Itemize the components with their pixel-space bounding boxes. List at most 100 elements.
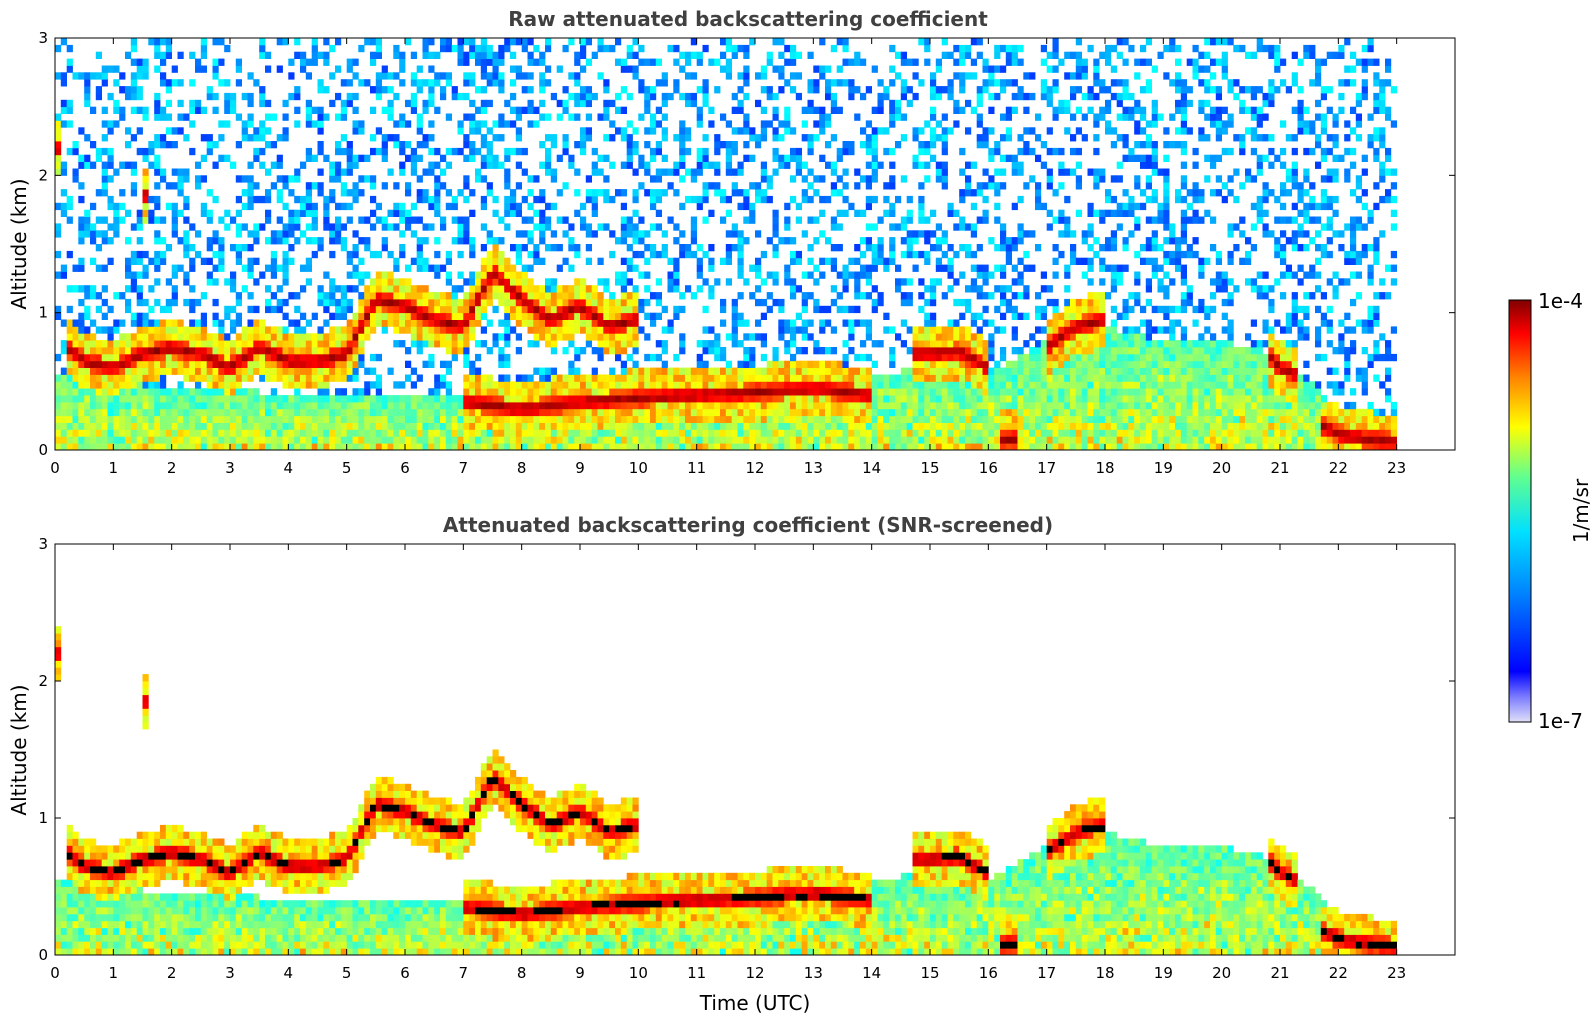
heatmap-cell xyxy=(212,237,219,245)
heatmap-cell xyxy=(440,305,447,314)
heatmap-cell xyxy=(836,415,843,423)
heatmap-cell xyxy=(381,134,388,142)
heatmap-cell xyxy=(562,230,569,238)
heatmap-cell xyxy=(550,422,557,430)
heatmap-cell xyxy=(871,374,878,382)
heatmap-cell xyxy=(655,312,662,320)
heatmap-cell xyxy=(189,99,196,108)
heatmap-cell xyxy=(521,381,528,389)
heatmap-cell xyxy=(130,443,137,451)
heatmap-cell xyxy=(265,113,272,121)
heatmap-cell xyxy=(259,223,266,231)
heatmap-cell xyxy=(463,92,470,101)
heatmap-cell xyxy=(714,58,721,66)
heatmap-cell xyxy=(667,326,674,334)
heatmap-cell xyxy=(480,443,487,451)
heatmap-cell xyxy=(941,326,948,334)
heatmap-cell xyxy=(679,92,686,101)
heatmap-cell xyxy=(580,285,587,293)
heatmap-cell xyxy=(329,99,336,108)
heatmap-cell xyxy=(78,381,85,389)
heatmap-cell xyxy=(865,141,872,149)
heatmap-cell xyxy=(860,415,867,423)
heatmap-cell xyxy=(661,422,668,430)
heatmap-cell xyxy=(434,436,441,444)
heatmap-cell xyxy=(580,429,587,437)
heatmap-cell xyxy=(889,429,896,437)
heatmap-cell xyxy=(661,134,668,142)
heatmap-cell xyxy=(253,408,260,417)
heatmap-cell xyxy=(620,292,627,300)
heatmap-cell xyxy=(615,436,622,444)
heatmap-cell xyxy=(737,86,744,94)
heatmap-cell xyxy=(737,312,744,320)
heatmap-cell xyxy=(521,195,528,204)
heatmap-cell xyxy=(422,264,429,272)
heatmap-cell xyxy=(935,168,942,176)
heatmap-cell xyxy=(177,326,184,334)
heatmap-cell xyxy=(399,285,406,293)
heatmap-cell xyxy=(206,347,213,355)
heatmap-cell xyxy=(265,285,272,293)
heatmap-cell xyxy=(626,381,633,389)
heatmap-cell xyxy=(375,319,382,327)
heatmap-cell xyxy=(445,72,452,80)
heatmap-cell xyxy=(422,38,429,46)
heatmap-cell xyxy=(480,271,487,279)
heatmap-cell xyxy=(130,374,137,382)
heatmap-cell xyxy=(900,401,907,410)
heatmap-cell xyxy=(428,38,435,46)
heatmap-cell xyxy=(731,333,738,341)
heatmap-cell xyxy=(545,44,552,53)
heatmap-cell xyxy=(300,443,307,451)
heatmap-cell xyxy=(189,264,196,272)
heatmap-cell xyxy=(95,72,102,80)
heatmap-cell xyxy=(504,271,511,279)
heatmap-cell xyxy=(101,285,108,293)
heatmap-cell xyxy=(609,120,616,128)
heatmap-cell xyxy=(457,216,464,224)
heatmap-cell xyxy=(265,436,272,444)
heatmap-cell xyxy=(358,333,365,341)
heatmap-cell xyxy=(340,360,347,368)
heatmap-cell xyxy=(585,305,592,314)
heatmap-cell xyxy=(294,175,301,183)
heatmap-cell xyxy=(924,422,931,430)
heatmap-cell xyxy=(626,395,633,403)
heatmap-cell xyxy=(737,106,744,114)
heatmap-cell xyxy=(335,415,342,423)
heatmap-cell xyxy=(370,195,377,204)
heatmap-cell xyxy=(696,244,703,252)
heatmap-cell xyxy=(160,305,167,314)
heatmap-cell xyxy=(165,79,172,87)
heatmap-cell xyxy=(527,422,534,430)
heatmap-cell xyxy=(142,353,149,362)
heatmap-cell xyxy=(585,99,592,108)
heatmap-cell xyxy=(819,230,826,238)
heatmap-cell xyxy=(451,195,458,204)
heatmap-cell xyxy=(445,367,452,375)
heatmap-cell xyxy=(562,305,569,314)
heatmap-cell xyxy=(463,319,470,327)
heatmap-cell xyxy=(101,216,108,224)
heatmap-cell xyxy=(696,58,703,66)
heatmap-cell xyxy=(912,333,919,341)
heatmap-cell xyxy=(206,141,213,149)
heatmap-cell xyxy=(714,408,721,417)
heatmap-cell xyxy=(965,285,972,293)
heatmap-cell xyxy=(685,408,692,417)
heatmap-cell xyxy=(84,360,91,368)
heatmap-cell xyxy=(480,381,487,389)
heatmap-cell xyxy=(626,65,633,73)
heatmap-cell xyxy=(78,216,85,224)
heatmap-cell xyxy=(165,436,172,444)
heatmap-cell xyxy=(900,319,907,327)
heatmap-cell xyxy=(177,360,184,368)
heatmap-cell xyxy=(871,154,878,162)
heatmap-cell xyxy=(924,443,931,451)
heatmap-cell xyxy=(241,395,248,403)
heatmap-cell xyxy=(136,92,143,101)
heatmap-cell xyxy=(492,401,499,410)
heatmap-cell xyxy=(136,326,143,334)
heatmap-cell xyxy=(650,408,657,417)
